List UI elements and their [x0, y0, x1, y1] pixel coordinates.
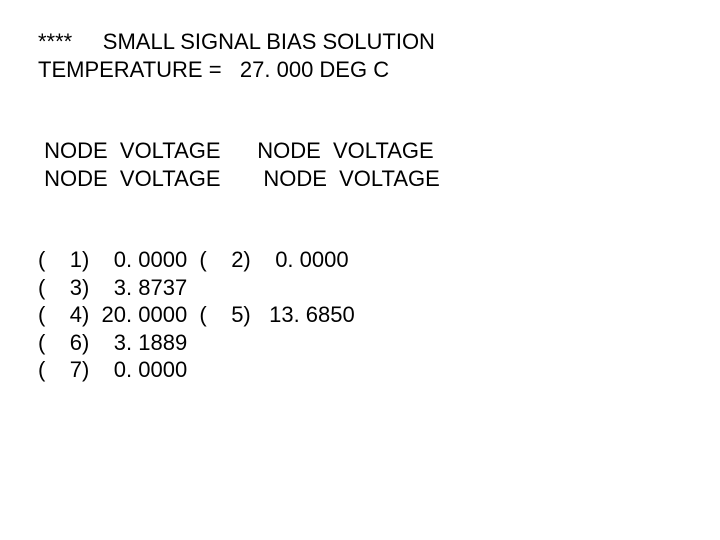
header-block: **** SMALL SIGNAL BIAS SOLUTION TEMPERAT… [38, 28, 682, 83]
output-page: **** SMALL SIGNAL BIAS SOLUTION TEMPERAT… [0, 0, 720, 412]
column-header-line-2: NODE VOLTAGE NODE VOLTAGE [38, 165, 682, 193]
data-row: ( 4) 20. 0000 ( 5) 13. 6850 [38, 301, 682, 329]
data-block: ( 1) 0. 0000 ( 2) 0. 0000 ( 3) 3. 8737 (… [38, 246, 682, 384]
data-row: ( 1) 0. 0000 ( 2) 0. 0000 [38, 246, 682, 274]
header-line-1: **** SMALL SIGNAL BIAS SOLUTION [38, 28, 682, 56]
data-row: ( 6) 3. 1889 [38, 329, 682, 357]
column-header-block: NODE VOLTAGE NODE VOLTAGE NODE VOLTAGE N… [38, 137, 682, 192]
column-header-line-1: NODE VOLTAGE NODE VOLTAGE [38, 137, 682, 165]
data-row: ( 3) 3. 8737 [38, 274, 682, 302]
data-row: ( 7) 0. 0000 [38, 356, 682, 384]
header-line-2: TEMPERATURE = 27. 000 DEG C [38, 56, 682, 84]
